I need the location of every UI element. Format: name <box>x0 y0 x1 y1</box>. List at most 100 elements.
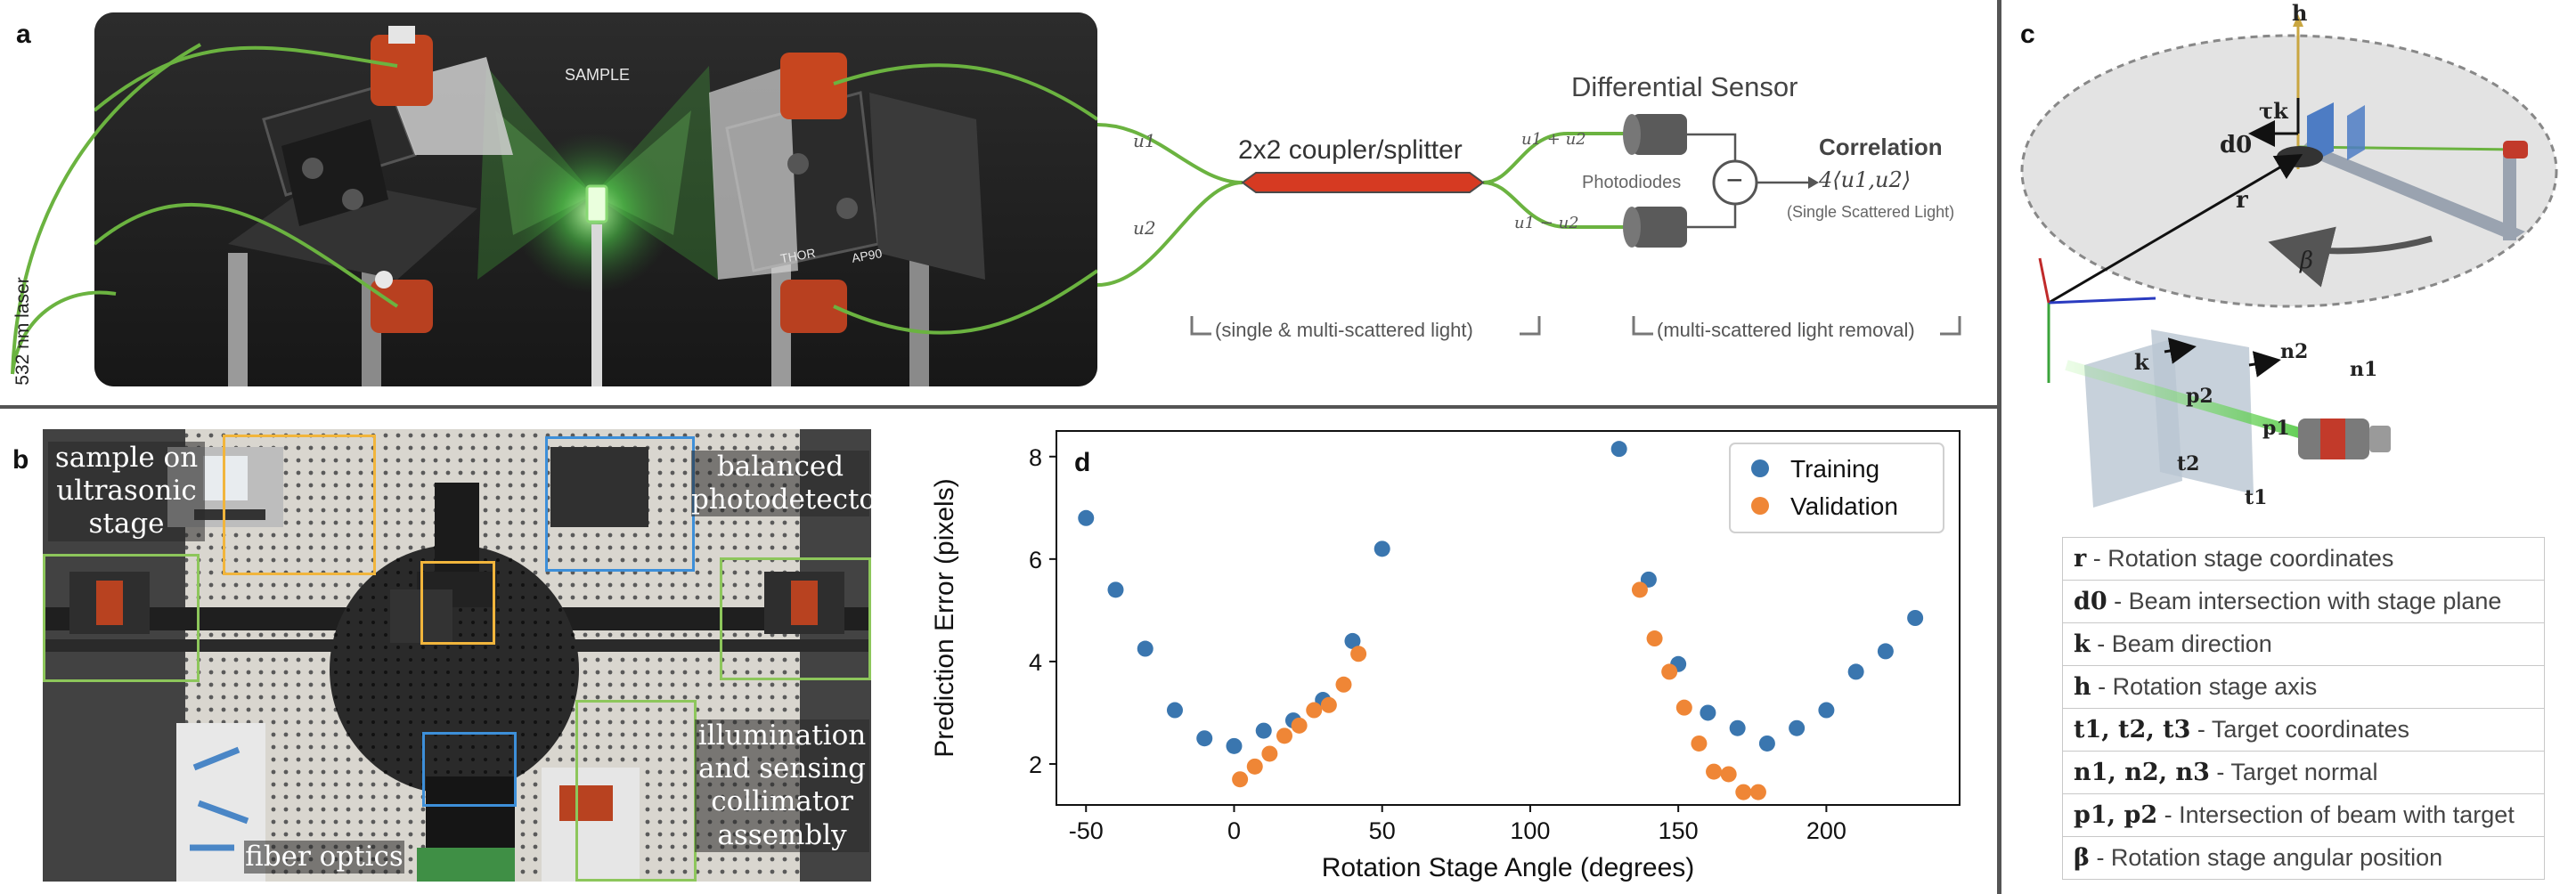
legend-row: p1, p2 - Intersection of beam with targe… <box>2062 793 2545 837</box>
panel-label-b: b <box>12 445 29 475</box>
x-tick-label: 200 <box>1806 817 1846 844</box>
legend-cell: p1, p2 - Intersection of beam with targe… <box>2062 793 2545 837</box>
training-point <box>1907 610 1924 626</box>
label-n2: n2 <box>2280 340 2309 363</box>
legend-row: d0 - Beam intersection with stage plane <box>2062 580 2545 623</box>
legend-row: r - Rotation stage coordinates <box>2062 537 2545 581</box>
box-detector-center <box>422 732 517 807</box>
validation-point <box>1691 735 1708 752</box>
bracket-label-right: (multi-scattered light removal) <box>1657 319 1915 341</box>
label-beta: β <box>2300 248 2314 274</box>
legend-description: - Target normal <box>2209 759 2378 785</box>
training-point <box>1847 663 1864 680</box>
box-collimator-right <box>720 557 871 680</box>
u2-label: u2 <box>1133 217 1156 239</box>
legend-marker-training <box>1751 459 1769 477</box>
training-point <box>1226 737 1243 754</box>
sample-label: SAMPLE <box>565 66 631 84</box>
training-point <box>1758 735 1775 752</box>
legend-description: - Rotation stage coordinates <box>2086 545 2394 572</box>
y-tick-label: 2 <box>1029 752 1042 778</box>
training-point <box>1137 640 1153 657</box>
legend-description: - Beam direction <box>2090 630 2272 657</box>
legend-cell: r - Rotation stage coordinates <box>2062 537 2545 581</box>
chart-legend: Training Validation <box>1729 443 1944 533</box>
minus-symbol: − <box>1726 164 1743 196</box>
y-axis-label: Prediction Error (pixels) <box>930 478 959 757</box>
geometry-diagram <box>2020 14 2558 508</box>
setup-photo-drawing <box>94 12 1097 386</box>
legend-cell: n1, n2, n3 - Target normal <box>2062 751 2545 794</box>
validation-point <box>1735 784 1752 801</box>
box-sample-stage <box>43 554 200 682</box>
training-point <box>1344 632 1361 649</box>
correlation-formula: 4⟨u1,u2⟩ <box>1819 167 1912 192</box>
coupler-label: 2x2 coupler/splitter <box>1238 135 1463 165</box>
legend-row: n1, n2, n3 - Target normal <box>2062 751 2545 794</box>
diff-label: u1 − u2 <box>1514 214 1579 232</box>
legend-symbol: d0 <box>2074 588 2107 615</box>
label-n1: n1 <box>2350 358 2378 381</box>
validation-point <box>1661 663 1678 680</box>
validation-point <box>1631 581 1648 598</box>
legend-symbol: t1, t2, t3 <box>2074 716 2191 744</box>
label-tau-k: τk <box>2259 98 2288 124</box>
legend-description: - Rotation stage angular position <box>2089 844 2443 871</box>
label-t2: t2 <box>2177 452 2200 475</box>
training-point <box>1107 581 1124 598</box>
x-tick-label: 150 <box>1659 817 1699 844</box>
legend-cell: d0 - Beam intersection with stage plane <box>2062 580 2545 623</box>
sum-label: u1 + u2 <box>1521 130 1586 149</box>
legend-cell: β - Rotation stage angular position <box>2062 836 2545 880</box>
box-sample-closeup <box>223 435 376 575</box>
training-point <box>1700 704 1716 721</box>
validation-point <box>1246 758 1263 775</box>
setup-photo: SAMPLE THOR AP90 <box>94 12 1097 386</box>
legend-cell: h - Rotation stage axis <box>2062 665 2545 709</box>
panel-label-a: a <box>16 20 31 49</box>
y-tick-label: 6 <box>1029 547 1042 573</box>
training-point <box>1196 730 1213 747</box>
legend-cell: k - Beam direction <box>2062 622 2545 666</box>
x-tick-label: 50 <box>1369 817 1396 844</box>
lab-photo: sample on ultrasonic stage balanced phot… <box>43 429 871 882</box>
label-fiber-optics: fiber optics <box>244 841 404 874</box>
sensor-title: Differential Sensor <box>1571 71 1798 102</box>
legend-label-training: Training <box>1790 455 1879 483</box>
legend-description: - Rotation stage axis <box>2091 673 2318 700</box>
legend-symbol: β <box>2074 844 2090 872</box>
photodiodes-label: Photodiodes <box>1582 173 1682 192</box>
box-balanced-detector <box>545 436 695 572</box>
label-balanced-photodetector: balanced photodetector <box>691 451 871 517</box>
prediction-error-chart: d -50 0 50 100 150 200 2 4 6 8 Rotation Stage Ang… <box>930 430 1961 882</box>
validation-point <box>1291 717 1308 734</box>
legend-description: - Target coordinates <box>2190 716 2410 743</box>
training-point <box>1610 441 1627 458</box>
training-point <box>1818 702 1835 719</box>
label-p2: p2 <box>2186 385 2213 408</box>
validation-point <box>1749 784 1766 801</box>
panel-label-c: c <box>2020 20 2035 49</box>
correlation-title: Correlation <box>1819 134 1943 160</box>
legend-symbol: r <box>2074 545 2087 573</box>
training-point <box>1374 540 1390 557</box>
single-scattered-label: (Single Scattered Light) <box>1787 203 1955 221</box>
validation-point <box>1261 745 1278 762</box>
symbol-legend-table: r - Rotation stage coordinates d0 - Beam … <box>2062 537 2545 880</box>
training-point <box>1729 719 1746 736</box>
u1-label: u1 <box>1133 130 1156 151</box>
legend-row: β - Rotation stage angular position <box>2062 836 2545 880</box>
legend-row: t1, t2, t3 - Target coordinates <box>2062 708 2545 752</box>
training-point <box>1166 702 1183 719</box>
label-sample-stage: sample on ultrasonic stage <box>48 442 205 541</box>
training-point <box>1255 722 1272 739</box>
validation-point <box>1706 763 1723 780</box>
panel-label-d: d <box>1074 448 1090 477</box>
validation-point <box>1320 696 1337 713</box>
legend-label-validation: Validation <box>1790 492 1898 520</box>
legend-symbol: k <box>2074 630 2091 658</box>
validation-point <box>1276 727 1292 744</box>
box-sample-center <box>420 561 495 645</box>
validation-point <box>1306 702 1323 719</box>
legend-description: - Beam intersection with stage plane <box>2107 588 2502 614</box>
